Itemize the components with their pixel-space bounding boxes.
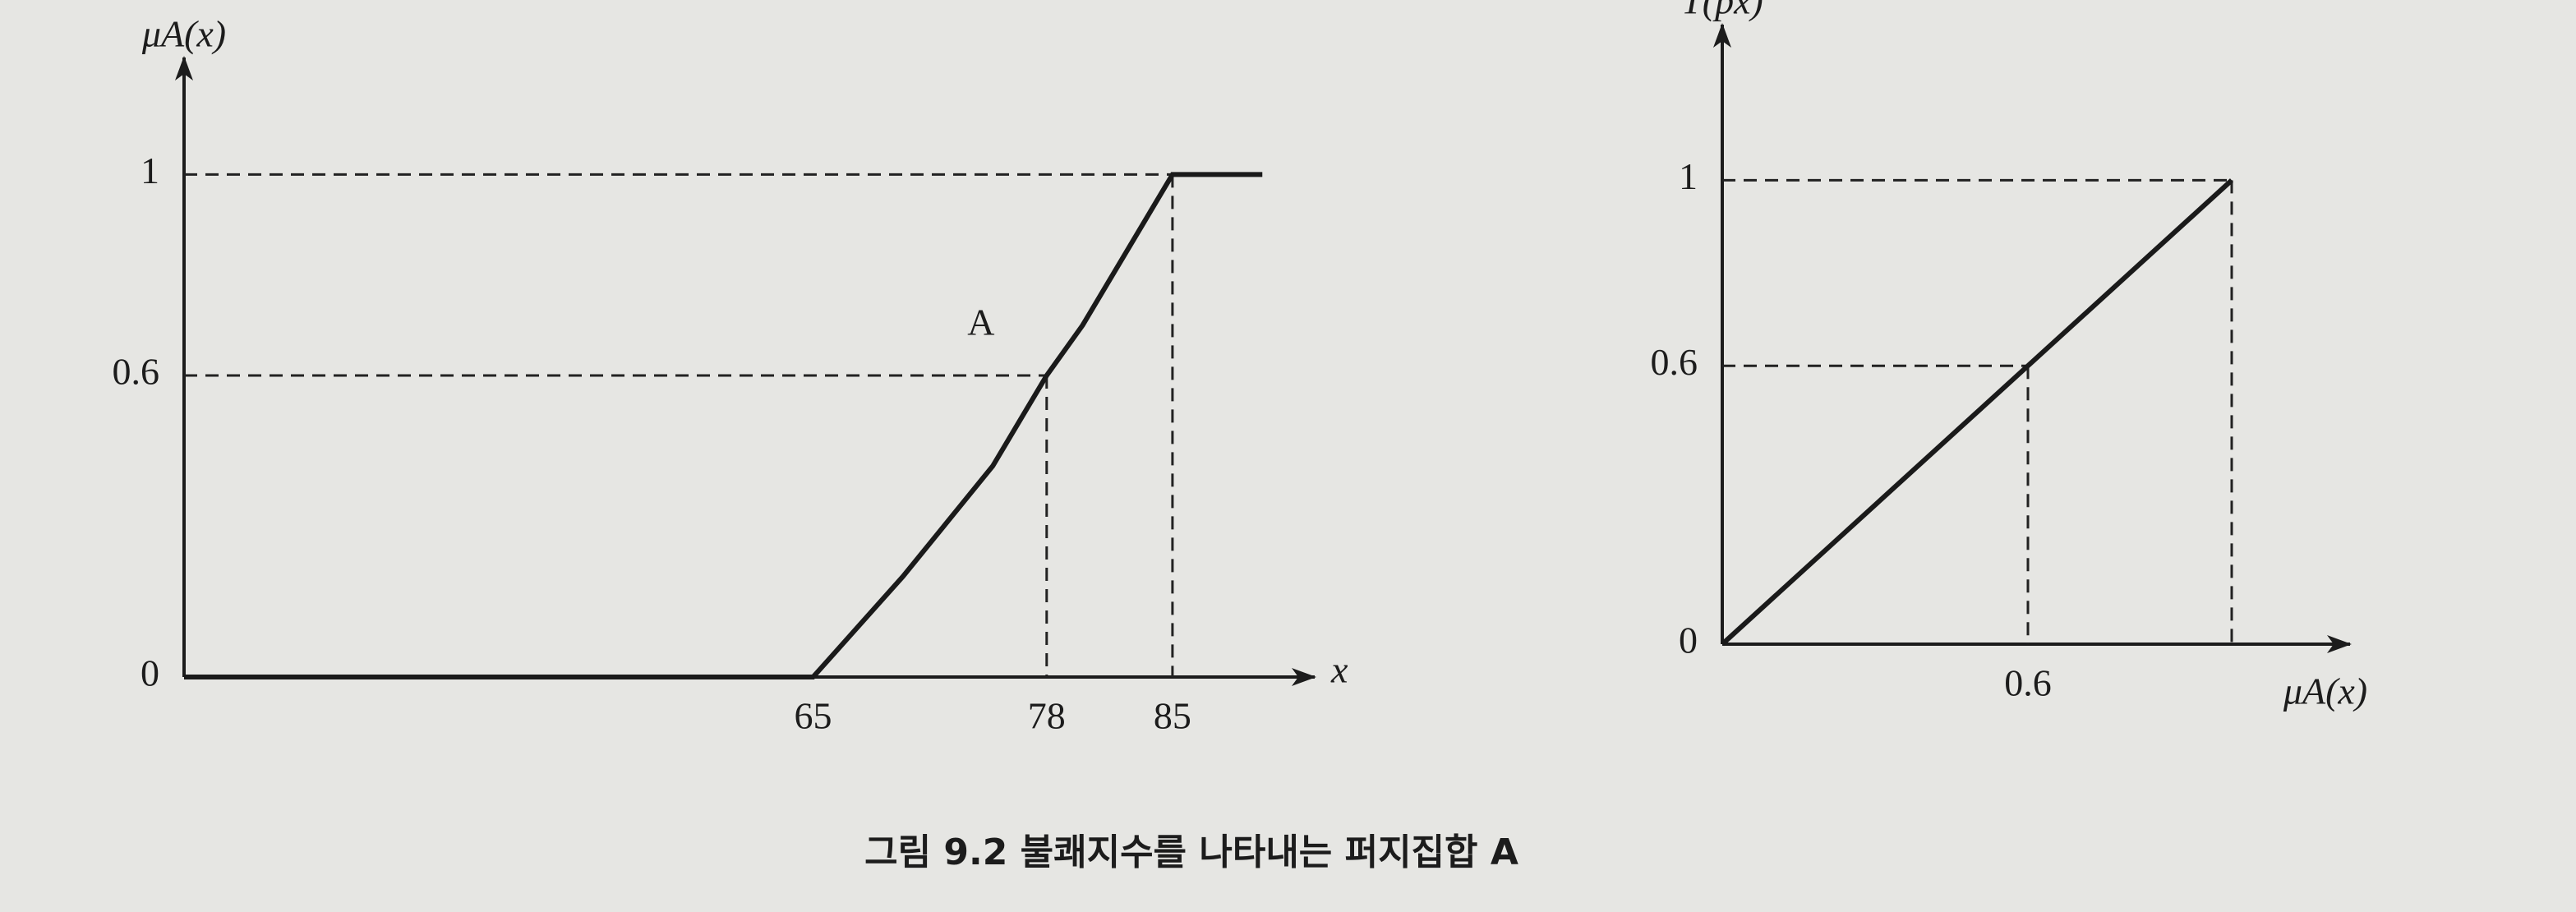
x-axis-label: μA(x) bbox=[2283, 670, 2367, 712]
y-tick-label: 1 bbox=[1679, 155, 1698, 197]
x-tick-label: 78 bbox=[1028, 695, 1066, 737]
y-tick-label: 0 bbox=[1679, 620, 1698, 661]
y-axis-label: T(px) bbox=[1681, 0, 1763, 22]
x-tick-label: 0.6 bbox=[2004, 662, 2052, 704]
curve-annotation: A bbox=[967, 302, 994, 343]
y-tick-label: 0.6 bbox=[113, 351, 160, 393]
y-tick-label: 0.6 bbox=[1651, 341, 1698, 383]
caption: 그림 9.2 불쾌지수를 나타내는 퍼지집합 A bbox=[864, 831, 1518, 873]
data-line bbox=[184, 172, 1263, 679]
y-tick-label: 1 bbox=[141, 150, 159, 191]
x-tick-label: 85 bbox=[1154, 695, 1191, 737]
data-line bbox=[1720, 178, 2234, 647]
x-tick-label: 65 bbox=[794, 695, 832, 737]
y-tick-label: 0 bbox=[141, 652, 159, 694]
x-axis-label: x bbox=[1330, 649, 1348, 691]
y-axis-label: μA(x) bbox=[141, 13, 226, 55]
